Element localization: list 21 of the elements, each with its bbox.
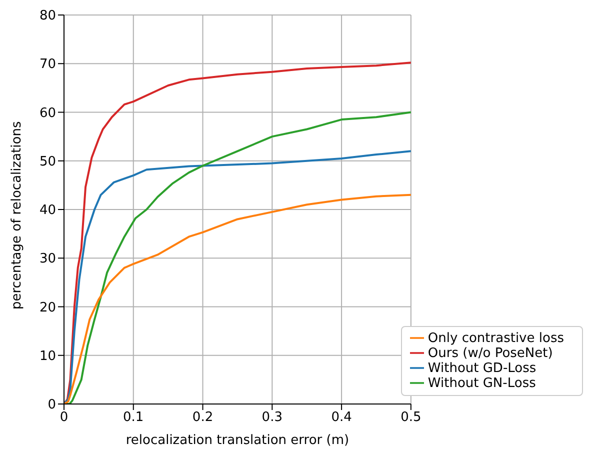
x-tick-label: 0.5 [400,410,422,426]
y-tick-label: 70 [39,57,56,72]
y-tick-label: 40 [39,203,56,218]
legend-label: Only contrastive loss [428,331,564,346]
y-tick-label: 20 [39,300,56,316]
y-tick-label: 30 [39,252,56,267]
x-tick-label: 0.2 [192,410,214,426]
y-tick-label: 80 [39,8,56,24]
legend-label: Without GD-Loss [428,361,536,376]
y-tick-label: 0 [48,398,56,413]
x-tick-label: 0.4 [331,410,352,426]
y-tick-label: 50 [39,154,56,170]
y-axis-title: percentage of relocalizations [10,121,25,310]
y-tick-label: 60 [39,106,56,121]
x-tick-label: 0 [60,410,68,426]
x-tick-label: 0.3 [262,410,282,426]
legend-label: Without GN-Loss [428,376,536,391]
x-tick-label: 0.1 [123,410,144,426]
y-tick-label: 10 [39,348,56,364]
x-axis-title: relocalization translation error (m) [126,433,350,448]
legend-label: Ours (w/o PoseNet) [428,346,553,361]
